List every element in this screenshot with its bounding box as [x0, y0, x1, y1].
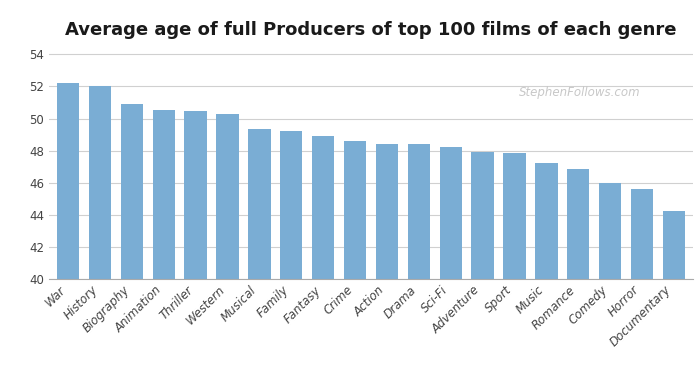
Bar — [153, 110, 175, 279]
Bar — [503, 153, 526, 279]
Bar — [57, 83, 79, 279]
Bar — [185, 111, 206, 279]
Bar — [120, 104, 143, 279]
Bar — [216, 115, 239, 279]
Bar — [312, 136, 335, 279]
Bar — [663, 211, 685, 279]
Text: StephenFollows.com: StephenFollows.com — [519, 86, 640, 99]
Bar — [471, 152, 493, 279]
Bar — [536, 163, 557, 279]
Bar — [407, 144, 430, 279]
Bar — [631, 189, 653, 279]
Bar — [376, 144, 398, 279]
Bar — [248, 129, 271, 279]
Bar — [280, 131, 302, 279]
Bar — [567, 169, 589, 279]
Bar — [89, 86, 111, 279]
Title: Average age of full Producers of top 100 films of each genre: Average age of full Producers of top 100… — [65, 21, 677, 39]
Bar — [599, 183, 622, 279]
Bar — [440, 147, 462, 279]
Bar — [344, 141, 366, 279]
